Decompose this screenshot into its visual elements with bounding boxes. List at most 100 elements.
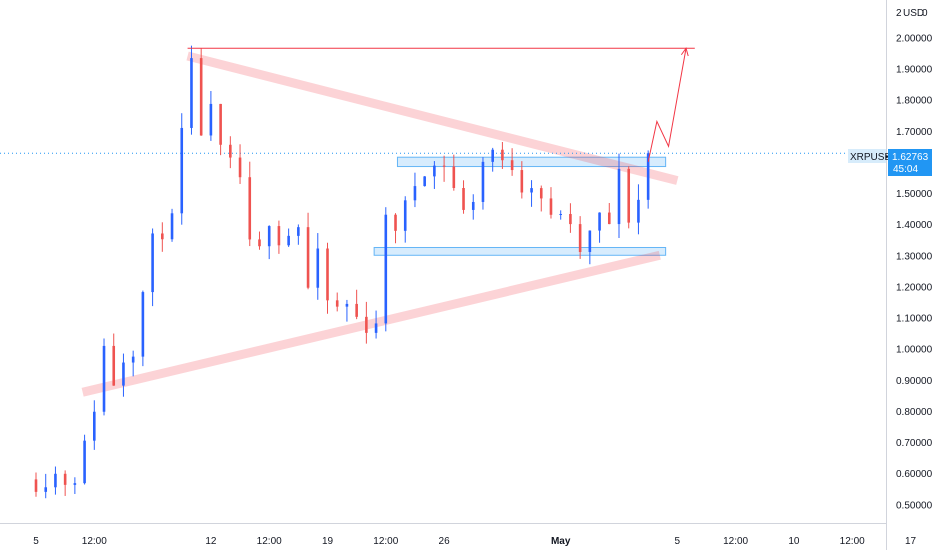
candle-body [277,226,281,246]
projection-path [647,48,687,162]
current-price-value: 1.62763 [892,152,929,163]
candle-body [413,186,417,201]
candle-body [151,233,154,293]
y-tick-label: 1.50000 [896,189,932,200]
candle-body [471,201,475,210]
candle-body [131,356,135,363]
candle-body [199,58,203,136]
candle-body [588,230,592,253]
candle-body [501,149,504,161]
y-tick-label: 0.80000 [896,407,932,418]
candle-body [141,292,145,357]
candle-body [248,177,252,240]
candle-body [578,224,582,253]
candle-body [617,168,621,225]
x-tick-label: 12 [205,536,217,547]
y-tick-label: 1.00000 [896,345,932,356]
candle-body [442,165,446,167]
x-axis-ticks: 5 12:00 12 12:00 19 12:00 26 May 5 12:00 10 12:00 17… [33,536,917,547]
x-tick-label: 19 [322,536,334,547]
candle-body [569,213,572,225]
candle-body [365,316,368,333]
y-tick-label: 0.90000 [896,376,932,387]
candle-body [209,103,213,136]
x-tick-label: 26 [439,536,451,547]
candle-body [122,362,125,386]
candle-body [403,200,407,231]
price-tag: XRPUSD • 1.62763 45:04 [848,149,932,176]
candle-body [394,214,397,231]
candle-body [530,188,533,193]
candle-body [607,212,611,225]
y-axis-ticks: 0.50000 0.60000 0.70000 0.80000 0.90000 1.000… [896,33,932,511]
candle-body [112,345,116,386]
y-tick-label: 1.90000 [896,64,932,75]
candle-body [190,58,193,128]
candle-body [297,227,300,236]
candle-body [326,248,329,301]
candle-body [316,248,320,288]
y-tick-label: 0.50000 [896,500,932,511]
candle-body [433,165,436,177]
candle-body [161,233,164,240]
ascending-trendline-band [81,250,661,397]
candle-body [452,166,456,188]
x-tick-label: 5 [33,536,39,547]
currency-label[interactable]: USD [903,8,924,19]
candle-body [646,153,650,200]
x-tick-label: 12:00 [257,536,282,547]
candle-body [335,300,339,307]
resistance-zone [396,156,667,168]
candle-body [384,214,388,324]
candle-body [306,227,310,288]
candle-body [423,176,426,187]
candle-body [102,345,106,412]
y-tick-label: 1.80000 [896,96,932,107]
candle-body [180,127,184,214]
x-tick-label: 12:00 [373,536,398,547]
scale-label: 2. [896,8,904,19]
currency-pill-bg [901,5,928,19]
candle-body [520,170,524,193]
candle-body [355,303,358,317]
y-tick-label: 0.60000 [896,469,932,480]
candle-body [462,187,465,210]
candle-body [481,161,485,202]
annotation-layer-front [187,47,695,162]
candle-body [539,188,543,199]
symbol-tag-bg [848,149,886,163]
x-tick-label: 17 [905,536,917,547]
candle-body [598,212,601,231]
projection-arrowhead [680,47,689,57]
x-tick-label: 12:00 [840,536,865,547]
candle-body [229,144,232,158]
x-tick-label: 10 [788,536,800,547]
tag-separator: • [885,152,889,163]
price-tag-bg [888,149,932,176]
y-tick-label: 0.70000 [896,438,932,449]
candle-body [258,239,261,247]
candle-body [54,473,57,488]
y-tick-label: 1.70000 [896,127,932,138]
x-tick-label: 5 [675,536,681,547]
candle-body [549,198,553,215]
x-tick-label: May [551,536,571,547]
y-tick-label: 1.20000 [896,282,932,293]
y-tick-label: 1.30000 [896,251,932,262]
y-tick-label: 2.00000 [896,33,932,44]
candle-body [34,479,38,492]
candle-body [83,440,86,484]
candle-body [510,160,514,171]
candle-body [238,157,242,178]
x-tick-label: 12:00 [82,536,107,547]
candle-body [491,149,494,162]
candle-body [267,226,271,247]
x-tick-label: 12:00 [723,536,748,547]
candle-body [345,303,349,307]
support-zone [373,246,667,256]
candle-body [559,213,562,215]
currency-menu-value[interactable]: 0 [922,8,928,19]
candle-body [170,213,174,240]
